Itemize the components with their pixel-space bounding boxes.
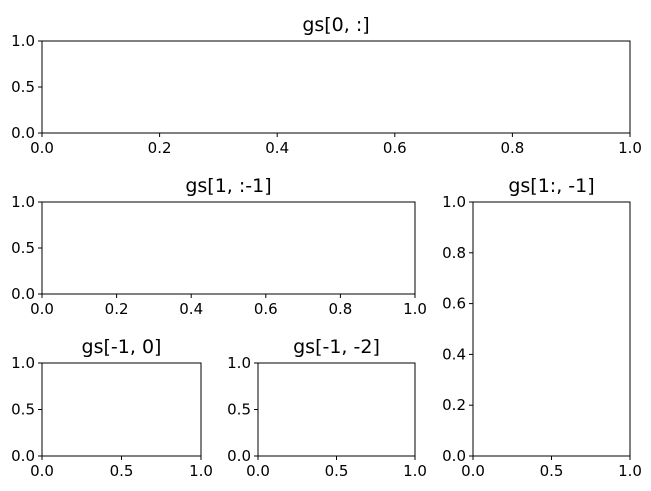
y-tick-label: 0.0 [11, 447, 35, 465]
y-tick-label: 0.5 [11, 401, 35, 419]
x-tick-label: 0.4 [179, 300, 203, 318]
axes-title: gs[-1, 0] [82, 336, 162, 358]
y-tick-label: 0.6 [442, 295, 466, 313]
x-tick-label: 0.5 [540, 462, 564, 480]
y-tick-label: 0.5 [11, 78, 35, 96]
y-tick-label: 0.4 [442, 345, 466, 363]
axes-frame [41, 362, 202, 457]
x-tick-label: 1.0 [403, 300, 427, 318]
axes-frame [41, 40, 631, 134]
y-tick-label: 0.0 [11, 285, 35, 303]
x-tick-label: 0.2 [148, 139, 172, 157]
axes-title: gs[0, :] [302, 14, 369, 36]
axes-gs-1on-last: gs[1:, -1] 0.0 0.5 1.0 0.0 0.2 0.4 0.6 0.8 1.0 [442, 175, 642, 480]
x-tick-label: 0.6 [254, 300, 278, 318]
axes-gs-last-0: gs[-1, 0] 0.0 0.5 1.0 0.0 0.5 1.0 [11, 336, 213, 480]
x-tick-label: 0.8 [328, 300, 352, 318]
axes-title: gs[-1, -2] [293, 336, 380, 358]
axes-title: gs[1, :-1] [185, 175, 271, 197]
x-tick-label: 0.4 [265, 139, 289, 157]
axes-gs-last-minus2: gs[-1, -2] 0.0 0.5 1.0 0.0 0.5 1.0 [227, 336, 427, 480]
y-tick-label: 1.0 [11, 354, 35, 372]
y-tick-label: 0.5 [11, 239, 35, 257]
x-tick-label: 1.0 [618, 139, 642, 157]
axes-frame [41, 201, 416, 295]
x-tick-label: 0.0 [30, 462, 54, 480]
x-tick-label: 0.0 [246, 462, 270, 480]
x-tick-label: 0.8 [500, 139, 524, 157]
y-tick-label: 1.0 [11, 193, 35, 211]
x-tick-label: 1.0 [618, 462, 642, 480]
y-tick-label: 0.0 [227, 447, 251, 465]
axes-gs-1-all-but-last: gs[1, :-1] 0.0 0.2 0.4 0.6 0.8 1.0 0.0 0.5 1.0 [11, 175, 427, 318]
y-tick-label: 1.0 [442, 193, 466, 211]
y-tick-label: 0.2 [442, 396, 466, 414]
axes-gs-0-all: gs[0, :] 0.0 0.2 0.4 0.6 0.8 1.0 0.0 0.5 1.0 [11, 14, 642, 157]
x-tick-label: 0.2 [105, 300, 129, 318]
y-tick-label: 0.8 [442, 244, 466, 262]
y-tick-label: 1.0 [11, 32, 35, 50]
y-tick-label: 0.0 [11, 124, 35, 142]
x-tick-label: 0.5 [110, 462, 134, 480]
axes-frame [472, 201, 631, 457]
x-tick-label: 0.0 [30, 139, 54, 157]
x-tick-label: 1.0 [403, 462, 427, 480]
x-tick-label: 1.0 [189, 462, 213, 480]
y-tick-label: 0.5 [227, 401, 251, 419]
x-tick-label: 0.5 [325, 462, 349, 480]
y-tick-label: 1.0 [227, 354, 251, 372]
axes-title: gs[1:, -1] [508, 175, 594, 197]
y-tick-label: 0.0 [442, 447, 466, 465]
x-tick-label: 0.6 [383, 139, 407, 157]
axes-frame [257, 362, 416, 457]
x-tick-label: 0.0 [30, 300, 54, 318]
x-tick-label: 0.0 [461, 462, 485, 480]
